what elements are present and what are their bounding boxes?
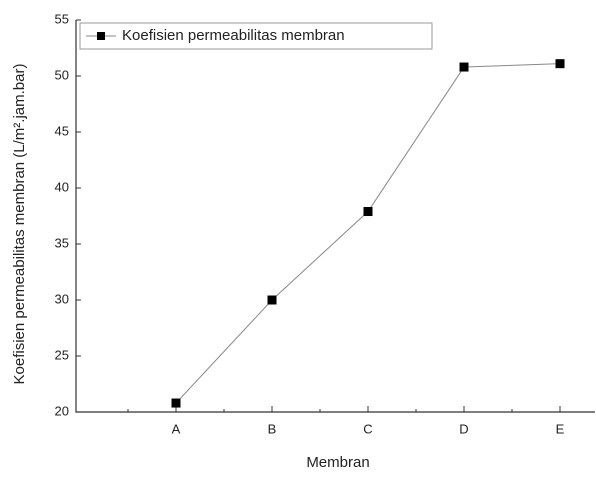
- series-line: [175, 63, 561, 404]
- point-marker: [459, 62, 469, 72]
- legend-box: [79, 22, 433, 50]
- point-marker: [171, 398, 181, 408]
- y-tick-label: 55: [55, 11, 69, 26]
- x-tick-label: A: [172, 421, 181, 436]
- x-tick-label: C: [363, 421, 372, 436]
- legend-marker: [97, 32, 105, 40]
- x-tick-label: E: [556, 421, 565, 436]
- point-marker: [267, 295, 277, 305]
- y-tick-label: 20: [55, 403, 69, 418]
- point-marker: [555, 59, 565, 69]
- y-tick-label: 30: [55, 291, 69, 306]
- point-marker: [363, 207, 373, 217]
- y-axis-title: Koefisien permeabilitas membran (L/m².ja…: [11, 64, 28, 385]
- x-axis-title: Membran: [306, 454, 369, 471]
- y-tick-label: 50: [55, 67, 69, 82]
- y-tick-label: 45: [55, 123, 69, 138]
- y-tick-label: 40: [55, 179, 69, 194]
- y-tick-label: 35: [55, 235, 69, 250]
- x-tick-label: D: [459, 421, 468, 436]
- legend-label: Koefisien permeabilitas membran: [122, 27, 345, 44]
- x-tick-label: B: [268, 421, 277, 436]
- plot-frame: [75, 20, 595, 413]
- y-tick-label: 25: [55, 347, 69, 362]
